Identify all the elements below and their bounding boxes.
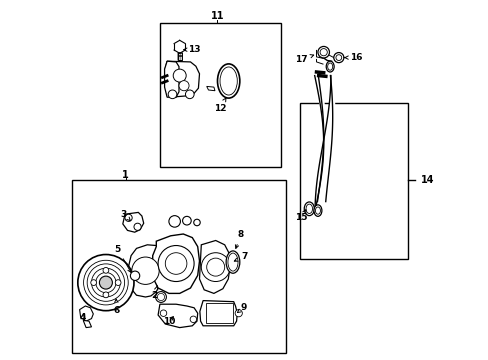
Text: 11: 11 <box>210 11 224 21</box>
Text: 7: 7 <box>234 252 247 261</box>
Polygon shape <box>206 86 215 91</box>
Circle shape <box>96 273 116 293</box>
Circle shape <box>185 90 194 99</box>
Circle shape <box>173 69 186 82</box>
Polygon shape <box>165 61 199 97</box>
Circle shape <box>132 257 159 284</box>
Circle shape <box>179 81 189 91</box>
Circle shape <box>99 276 112 289</box>
Circle shape <box>182 216 191 225</box>
Circle shape <box>91 280 96 285</box>
Circle shape <box>130 271 140 280</box>
Text: 9: 9 <box>237 303 246 312</box>
Bar <box>160 23 280 167</box>
Text: 16: 16 <box>344 53 362 62</box>
Ellipse shape <box>327 63 332 70</box>
Circle shape <box>91 268 120 297</box>
Text: 8: 8 <box>235 230 244 248</box>
Circle shape <box>201 253 230 282</box>
Polygon shape <box>164 61 179 97</box>
Text: 1: 1 <box>122 170 129 180</box>
Ellipse shape <box>217 64 239 98</box>
Ellipse shape <box>304 202 314 216</box>
Circle shape <box>158 246 194 282</box>
Polygon shape <box>122 212 143 232</box>
Circle shape <box>168 90 177 99</box>
Text: 10: 10 <box>163 317 175 325</box>
Circle shape <box>78 255 134 311</box>
Text: 17: 17 <box>294 55 313 64</box>
Circle shape <box>160 310 166 316</box>
Circle shape <box>155 292 166 302</box>
Circle shape <box>125 214 132 221</box>
Circle shape <box>193 219 200 226</box>
Ellipse shape <box>225 251 239 273</box>
Ellipse shape <box>227 253 238 271</box>
Polygon shape <box>80 306 93 321</box>
Circle shape <box>115 280 121 285</box>
Circle shape <box>317 46 329 58</box>
Circle shape <box>333 53 343 63</box>
Ellipse shape <box>315 207 320 214</box>
Ellipse shape <box>313 205 321 216</box>
Circle shape <box>320 49 326 56</box>
Circle shape <box>103 292 108 298</box>
Polygon shape <box>158 304 197 328</box>
Ellipse shape <box>325 61 333 72</box>
Text: 13: 13 <box>183 45 200 54</box>
Bar <box>72 180 285 353</box>
Text: 6: 6 <box>113 299 120 315</box>
Ellipse shape <box>305 204 312 213</box>
Text: 2: 2 <box>151 286 158 300</box>
Polygon shape <box>83 320 91 328</box>
Circle shape <box>83 260 128 305</box>
Circle shape <box>103 267 108 273</box>
Circle shape <box>87 264 124 301</box>
Text: 4: 4 <box>80 313 86 322</box>
Text: 12: 12 <box>213 98 226 113</box>
Text: 15: 15 <box>295 210 307 222</box>
Circle shape <box>190 316 196 323</box>
Polygon shape <box>200 301 237 326</box>
Circle shape <box>165 253 186 274</box>
Text: 3: 3 <box>121 210 130 221</box>
Circle shape <box>134 223 141 230</box>
Circle shape <box>157 293 164 301</box>
Ellipse shape <box>220 67 237 95</box>
Circle shape <box>335 55 341 60</box>
Bar <box>300 103 407 259</box>
Text: 14: 14 <box>420 175 433 185</box>
Polygon shape <box>152 234 199 293</box>
Circle shape <box>235 310 242 317</box>
Text: 5: 5 <box>114 245 131 273</box>
Circle shape <box>206 258 224 276</box>
Polygon shape <box>128 245 162 297</box>
Polygon shape <box>205 303 232 323</box>
Circle shape <box>168 216 180 227</box>
Polygon shape <box>199 240 230 293</box>
